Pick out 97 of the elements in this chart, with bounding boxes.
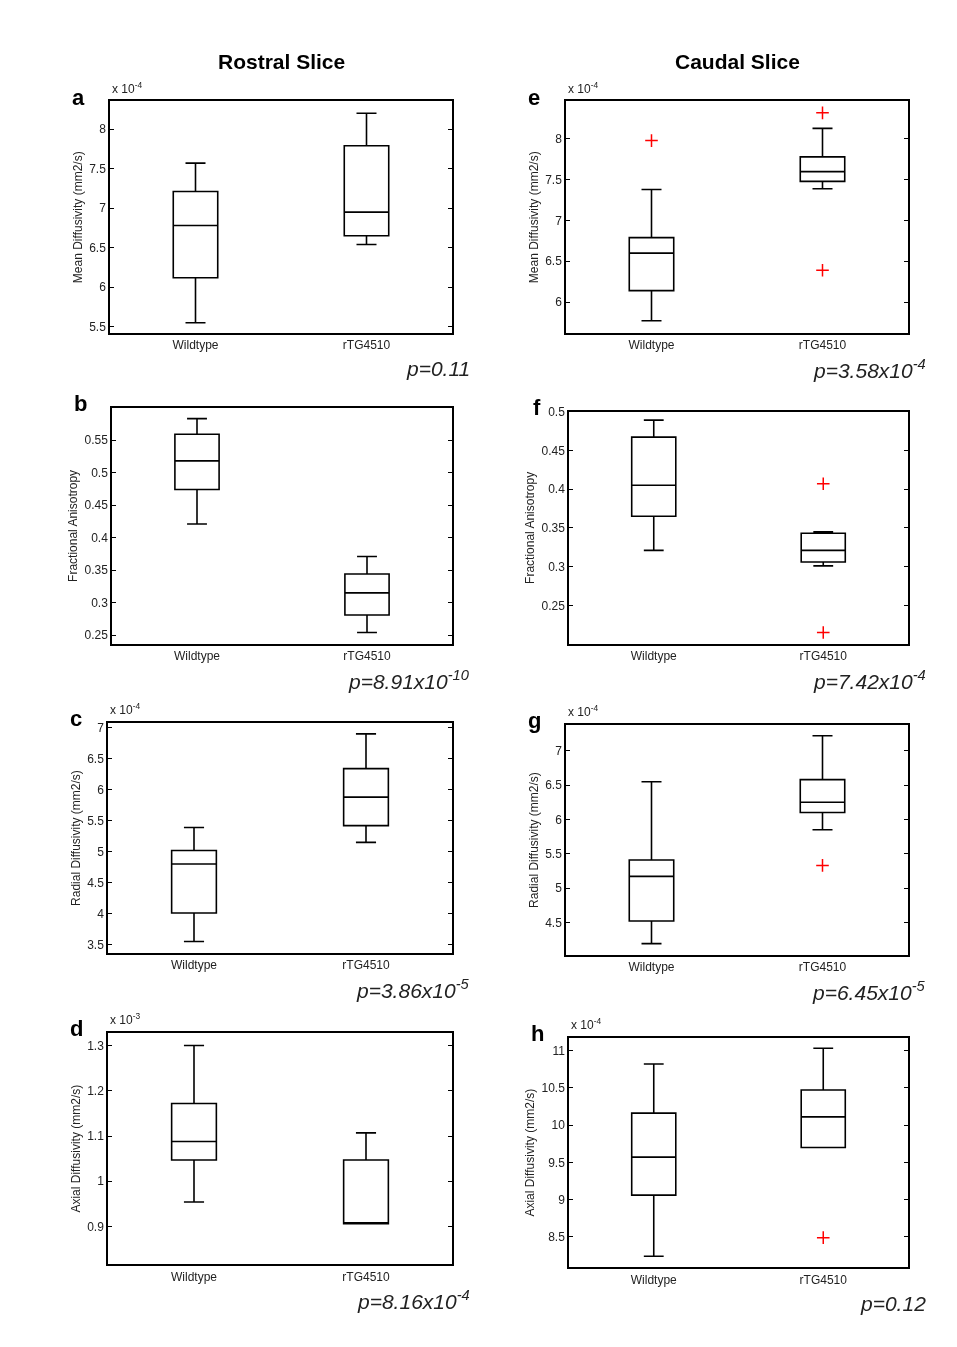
text: p=8.91x10$^{-10}$ xyxy=(348,667,470,693)
y-tick-label: 0.4 xyxy=(91,530,109,545)
y-axis-title: Radial Diffusivity (mm2/s) xyxy=(68,770,83,906)
y-tick-label: 4 xyxy=(97,906,105,921)
y-axis-title: Fractional Anisotropy xyxy=(523,471,538,584)
y-tick-label: 11 xyxy=(552,1043,566,1058)
y-tick-label: 0.25 xyxy=(541,598,566,613)
text: p=3.86x10$^{-5}$ xyxy=(356,976,470,1002)
x-tick-label: rTG4510 xyxy=(798,960,847,975)
text: a xyxy=(72,85,85,110)
y-tick-label: 0.5 xyxy=(548,404,566,419)
chart-title: Caudal Slice xyxy=(675,50,800,73)
y-tick-label: 8 xyxy=(99,122,107,137)
y-axis-title: Mean Diffusivity (mm2/s) xyxy=(70,151,85,284)
text: p=3.58x10$^{-4}$ xyxy=(813,356,926,382)
y-tick-label: 0.35 xyxy=(541,521,566,536)
y-tick-label: 6 xyxy=(99,280,107,295)
y-tick-label: 7 xyxy=(97,720,105,735)
text: x 10$^{-4}$ xyxy=(571,1016,602,1033)
x-tick-label: rTG4510 xyxy=(799,1272,848,1287)
y-tick-label: 8.5 xyxy=(548,1230,566,1245)
y-axis-title: Fractional Anisotropy xyxy=(66,469,81,582)
y-tick-label: 5 xyxy=(555,881,563,896)
x-tick-label: rTG4510 xyxy=(798,338,847,353)
text: p=8.16x10$^{-4}$ xyxy=(357,1287,470,1313)
y-tick-label: 5 xyxy=(97,844,105,859)
y-tick-label: 5.5 xyxy=(545,846,563,861)
y-tick-label: 5.5 xyxy=(89,319,107,334)
y-axis-title: Mean Diffusivity (mm2/s) xyxy=(526,151,541,284)
y-tick-label: 6 xyxy=(97,782,105,797)
y-tick-label: 0.45 xyxy=(84,498,109,513)
text: f xyxy=(533,395,541,420)
y-tick-label: 7 xyxy=(555,213,563,228)
text: d xyxy=(70,1016,84,1041)
y-tick-label: 7.5 xyxy=(545,172,563,187)
y-tick-label: 8 xyxy=(555,132,563,147)
y-tick-label: 1.2 xyxy=(87,1083,105,1098)
text: p=0.12 xyxy=(860,1292,927,1315)
y-tick-label: 6.5 xyxy=(545,778,563,793)
y-tick-label: 6 xyxy=(555,295,563,310)
y-tick-label: 1 xyxy=(97,1174,105,1189)
y-tick-label: 6.5 xyxy=(545,254,563,269)
x-tick-label: Wildtype xyxy=(170,958,218,973)
text: x 10$^{-4}$ xyxy=(112,80,143,97)
x-tick-label: Wildtype xyxy=(170,1269,218,1284)
text: b xyxy=(74,391,88,416)
y-tick-label: 0.4 xyxy=(548,482,566,497)
y-tick-label: 0.45 xyxy=(541,443,566,458)
y-axis-title: Radial Diffusivity (mm2/s) xyxy=(526,772,541,908)
text: e xyxy=(528,85,541,110)
text: x 10$^{-4}$ xyxy=(110,701,141,718)
x-tick-label: Wildtype xyxy=(628,338,675,353)
x-tick-label: rTG4510 xyxy=(342,958,390,973)
y-tick-label: 9 xyxy=(558,1192,566,1207)
y-tick-label: 7 xyxy=(555,743,563,758)
y-tick-label: 7 xyxy=(99,201,107,216)
y-axis-title: Axial Diffusivity (mm2/s) xyxy=(68,1084,83,1213)
y-axis-title: Axial Diffusivity (mm2/s) xyxy=(523,1088,538,1217)
y-tick-label: 10.5 xyxy=(541,1080,566,1095)
text: h xyxy=(531,1021,545,1046)
x-tick-label: Wildtype xyxy=(630,1272,678,1287)
y-tick-label: 1.1 xyxy=(87,1129,105,1144)
text: p=7.42x10$^{-4}$ xyxy=(813,667,926,693)
text: g xyxy=(528,708,542,733)
y-tick-label: 10 xyxy=(551,1118,566,1133)
y-tick-label: 0.55 xyxy=(84,433,109,448)
y-tick-label: 1.3 xyxy=(87,1038,105,1053)
y-tick-label: 0.25 xyxy=(84,628,109,643)
text: x 10$^{-4}$ xyxy=(568,703,599,720)
chart-title: Rostral Slice xyxy=(218,50,346,73)
y-tick-label: 6 xyxy=(555,812,563,827)
y-tick-label: 0.5 xyxy=(91,465,109,480)
y-tick-label: 7.5 xyxy=(89,161,107,176)
text: p=0.11 xyxy=(406,357,471,380)
y-tick-label: 0.3 xyxy=(548,559,566,574)
text: p=6.45x10$^{-5}$ xyxy=(812,978,926,1004)
x-tick-label: rTG4510 xyxy=(342,1269,390,1284)
y-tick-label: 6.5 xyxy=(87,751,105,766)
text: x 10$^{-3}$ xyxy=(110,1011,141,1028)
y-tick-label: 4.5 xyxy=(545,915,563,930)
text: c xyxy=(70,706,83,731)
x-tick-label: Wildtype xyxy=(630,649,678,664)
y-tick-label: 4.5 xyxy=(87,875,105,890)
y-tick-label: 0.35 xyxy=(84,563,109,578)
y-tick-label: 0.9 xyxy=(87,1219,105,1234)
x-tick-label: Wildtype xyxy=(172,338,219,353)
text: x 10$^{-4}$ xyxy=(568,80,599,97)
x-tick-label: Wildtype xyxy=(173,649,221,664)
y-tick-label: 0.3 xyxy=(91,595,109,610)
x-tick-label: rTG4510 xyxy=(342,338,391,353)
x-tick-label: rTG4510 xyxy=(799,649,848,664)
y-tick-label: 6.5 xyxy=(89,240,107,255)
x-tick-label: Wildtype xyxy=(628,960,675,975)
y-tick-label: 3.5 xyxy=(87,937,105,952)
x-tick-label: rTG4510 xyxy=(343,649,391,664)
y-tick-label: 5.5 xyxy=(87,813,105,828)
y-tick-label: 9.5 xyxy=(548,1155,566,1170)
